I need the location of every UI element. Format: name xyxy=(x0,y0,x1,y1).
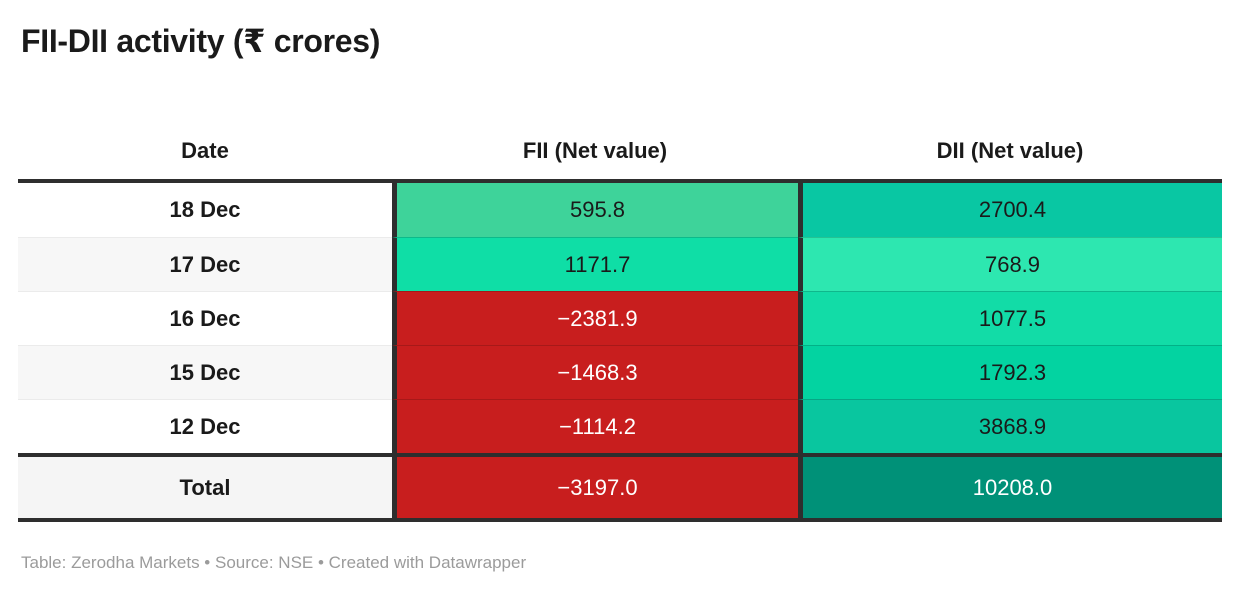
date-cell: 18 Dec xyxy=(18,183,392,237)
fii-value-cell: 595.8 xyxy=(392,183,798,237)
dii-value-cell: 2700.4 xyxy=(798,183,1222,237)
date-cell: 12 Dec xyxy=(18,399,392,453)
table-row: 15 Dec −1468.3 1792.3 xyxy=(18,345,1222,399)
date-cell: 15 Dec xyxy=(18,345,392,399)
table-row: 12 Dec −1114.2 3868.9 xyxy=(18,399,1222,453)
fii-value-cell: −1114.2 xyxy=(392,399,798,453)
total-row: Total −3197.0 10208.0 xyxy=(18,453,1222,522)
fii-value-cell: 1171.7 xyxy=(392,237,798,291)
dii-total-cell: 10208.0 xyxy=(798,457,1222,518)
table-row: 16 Dec −2381.9 1077.5 xyxy=(18,291,1222,345)
date-cell: 16 Dec xyxy=(18,291,392,345)
dii-value-cell: 1792.3 xyxy=(798,345,1222,399)
column-header-fii: FII (Net value) xyxy=(392,122,798,179)
page-title: FII-DII activity (₹ crores) xyxy=(21,23,381,59)
total-label-cell: Total xyxy=(18,457,392,518)
dii-value-cell: 768.9 xyxy=(798,237,1222,291)
fii-value-cell: −2381.9 xyxy=(392,291,798,345)
fii-dii-table: Date FII (Net value) DII (Net value) 18 … xyxy=(18,122,1222,522)
fii-total-cell: −3197.0 xyxy=(392,457,798,518)
fii-value-cell: −1468.3 xyxy=(392,345,798,399)
table-row: 18 Dec 595.8 2700.4 xyxy=(18,183,1222,237)
dii-value-cell: 3868.9 xyxy=(798,399,1222,453)
header-row: Date FII (Net value) DII (Net value) xyxy=(18,122,1222,183)
footer-attribution: Table: Zerodha Markets • Source: NSE • C… xyxy=(21,553,527,572)
table-row: 17 Dec 1171.7 768.9 xyxy=(18,237,1222,291)
dii-value-cell: 1077.5 xyxy=(798,291,1222,345)
date-cell: 17 Dec xyxy=(18,237,392,291)
column-header-date: Date xyxy=(18,122,392,179)
column-header-dii: DII (Net value) xyxy=(798,122,1222,179)
